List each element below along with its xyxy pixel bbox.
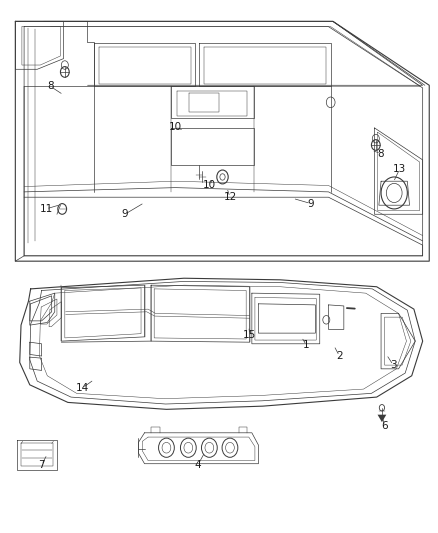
Text: 9: 9 xyxy=(307,199,314,208)
Text: 4: 4 xyxy=(194,460,201,470)
Text: 13: 13 xyxy=(393,165,406,174)
Text: 12: 12 xyxy=(223,192,237,202)
Text: 3: 3 xyxy=(390,360,397,370)
Text: 10: 10 xyxy=(169,122,182,132)
Text: 11: 11 xyxy=(39,204,53,214)
Text: 6: 6 xyxy=(381,422,388,431)
Text: 1: 1 xyxy=(303,341,310,350)
Text: 2: 2 xyxy=(336,351,343,361)
Polygon shape xyxy=(378,415,386,422)
Text: 9: 9 xyxy=(121,209,128,219)
Text: 10: 10 xyxy=(203,181,216,190)
Text: 7: 7 xyxy=(38,460,45,470)
Text: 15: 15 xyxy=(243,330,256,340)
Text: 8: 8 xyxy=(47,82,54,91)
Text: 8: 8 xyxy=(378,149,385,158)
Text: 14: 14 xyxy=(76,383,89,393)
